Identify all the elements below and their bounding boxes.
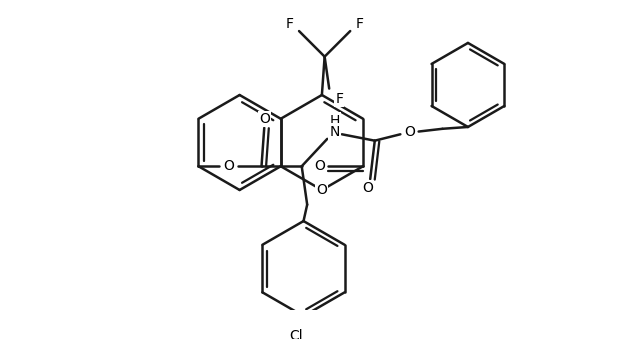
- Text: F: F: [286, 17, 294, 31]
- Text: O: O: [315, 159, 326, 173]
- Text: F: F: [335, 92, 343, 106]
- Text: Cl: Cl: [289, 329, 303, 339]
- Text: O: O: [316, 183, 327, 197]
- Text: H: H: [330, 114, 340, 127]
- Text: O: O: [223, 159, 234, 173]
- Text: O: O: [362, 181, 373, 195]
- Text: O: O: [404, 124, 415, 139]
- Text: O: O: [259, 112, 269, 126]
- Text: N: N: [330, 124, 340, 139]
- Text: F: F: [355, 17, 364, 31]
